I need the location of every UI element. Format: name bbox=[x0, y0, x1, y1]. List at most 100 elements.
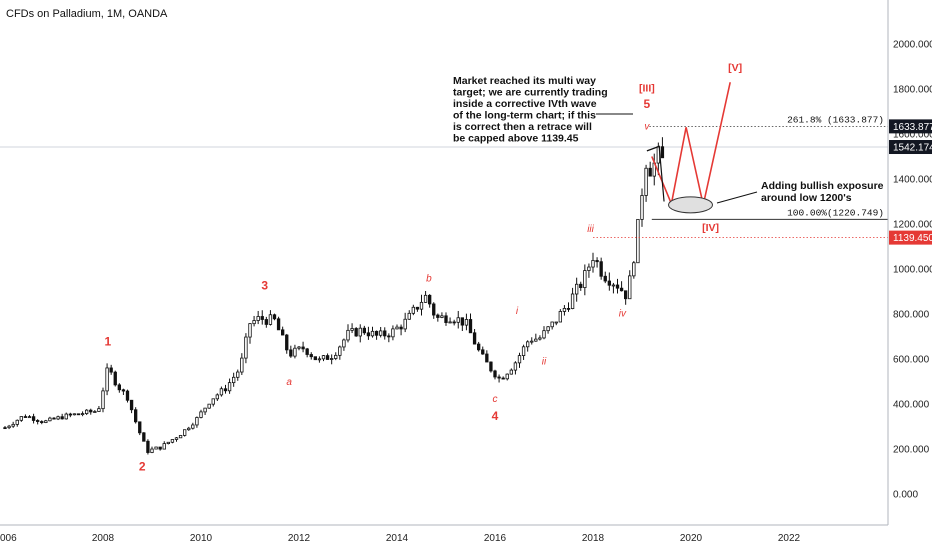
candle bbox=[170, 439, 175, 444]
candle-body bbox=[170, 439, 175, 443]
wave-label: iv bbox=[619, 308, 627, 319]
time-tick-label: 006 bbox=[0, 533, 17, 544]
candle bbox=[423, 291, 428, 303]
candle-body bbox=[178, 435, 183, 439]
candle bbox=[411, 304, 415, 316]
candle bbox=[252, 315, 256, 327]
wave-label: 3 bbox=[261, 278, 268, 292]
candle bbox=[19, 416, 23, 422]
candle-body bbox=[558, 311, 562, 323]
candle-body bbox=[501, 377, 505, 380]
price-tick-label: 800.000 bbox=[893, 310, 930, 321]
candle-body bbox=[31, 416, 36, 421]
candle-body bbox=[129, 399, 134, 411]
fibonacci-levels: 261.8% (1633.877) 100.00%(1220.749) bbox=[593, 114, 888, 239]
candle-body bbox=[517, 355, 522, 364]
candle-body bbox=[505, 373, 509, 380]
candle-body bbox=[485, 353, 489, 363]
candle-body bbox=[113, 371, 117, 386]
candle-body bbox=[268, 314, 273, 325]
candle bbox=[603, 271, 607, 284]
candle bbox=[587, 263, 591, 278]
price-tick-label: 400.000 bbox=[893, 400, 930, 411]
candle bbox=[387, 333, 391, 343]
wave-label: v bbox=[644, 122, 650, 133]
candle-body bbox=[289, 349, 293, 357]
annotation-text-line: of the long-term chart; if this bbox=[453, 110, 596, 122]
time-axis[interactable]: 006 2008 2010 2012 2014 2016 2018 2020 2022 bbox=[0, 533, 801, 544]
candle bbox=[391, 325, 395, 341]
candle-body bbox=[366, 332, 371, 337]
price-label-text: 1542.174 bbox=[893, 143, 932, 154]
candle-body bbox=[632, 262, 636, 277]
candle-body bbox=[105, 367, 109, 392]
candle-body bbox=[240, 357, 244, 373]
candle-body bbox=[423, 294, 428, 303]
candle-body bbox=[146, 440, 150, 453]
candle bbox=[550, 321, 554, 330]
time-tick-label: 2008 bbox=[92, 533, 115, 544]
candle-body bbox=[117, 384, 121, 391]
candle-body bbox=[313, 356, 317, 361]
candle-body bbox=[19, 416, 23, 421]
candle-body bbox=[68, 413, 72, 416]
candle-body bbox=[468, 319, 473, 334]
candle-body bbox=[587, 266, 591, 271]
candle bbox=[350, 323, 354, 334]
candle-body bbox=[624, 290, 628, 300]
annotation-text-line: target; we are currently trading bbox=[453, 87, 608, 99]
candle-body bbox=[452, 321, 456, 324]
candle bbox=[187, 426, 191, 431]
candle bbox=[97, 406, 101, 412]
candle bbox=[464, 313, 469, 331]
candle bbox=[505, 373, 509, 381]
price-axis-background bbox=[888, 0, 932, 525]
candle-body bbox=[309, 354, 313, 358]
candle bbox=[23, 414, 28, 418]
candle-body bbox=[158, 446, 162, 450]
candle-body bbox=[260, 316, 264, 320]
candle-body bbox=[358, 327, 362, 337]
candle bbox=[272, 313, 277, 321]
wave-label: c bbox=[493, 394, 498, 405]
price-label: 1139.450 bbox=[889, 230, 932, 245]
candle-body bbox=[640, 195, 644, 220]
candle bbox=[325, 353, 330, 360]
candle-body bbox=[436, 314, 440, 318]
candle bbox=[530, 337, 534, 345]
candle bbox=[285, 333, 289, 354]
candle-body bbox=[93, 411, 97, 413]
candle-body bbox=[125, 390, 130, 401]
candlestick-series bbox=[3, 137, 665, 455]
candle-body bbox=[562, 308, 567, 312]
candle bbox=[558, 309, 562, 323]
candle bbox=[117, 383, 121, 393]
candle bbox=[309, 352, 313, 360]
candle bbox=[142, 432, 146, 442]
candle bbox=[158, 446, 162, 451]
candle bbox=[215, 393, 219, 401]
candle bbox=[342, 338, 346, 351]
candle-body bbox=[354, 328, 358, 337]
candle bbox=[183, 429, 187, 437]
candle bbox=[154, 446, 158, 450]
candle-body bbox=[362, 327, 366, 334]
candle-body bbox=[342, 339, 346, 348]
wave-projection bbox=[646, 82, 731, 214]
candle bbox=[615, 278, 620, 294]
candle-body bbox=[174, 437, 179, 440]
candle-body bbox=[570, 293, 575, 309]
candle bbox=[628, 270, 632, 300]
candle-body bbox=[166, 441, 170, 445]
candle bbox=[534, 333, 538, 342]
candle-body bbox=[52, 417, 56, 420]
price-axis[interactable]: 2000.000 1800.000 1600.000 1400.000 1200.000… bbox=[893, 40, 932, 501]
candle-body bbox=[15, 419, 19, 425]
candle bbox=[191, 422, 195, 430]
candle bbox=[334, 352, 338, 361]
candle bbox=[27, 415, 32, 419]
candle bbox=[611, 282, 616, 294]
candle-body bbox=[272, 314, 277, 320]
candle bbox=[432, 302, 436, 319]
